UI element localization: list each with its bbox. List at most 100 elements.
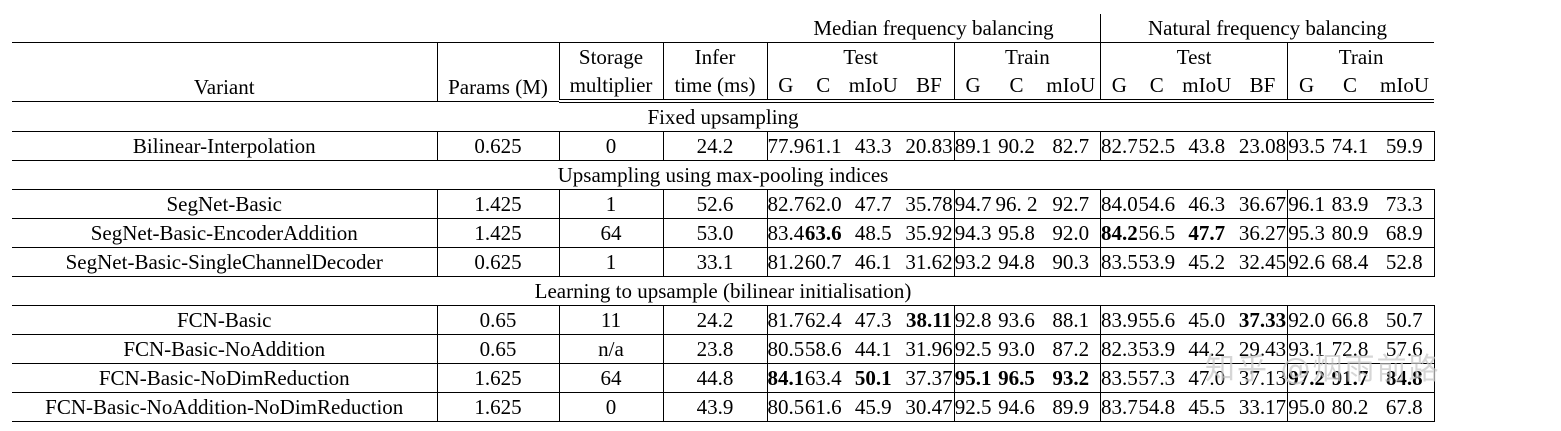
natural-test-value: 37.33 xyxy=(1237,305,1288,335)
best-value: 47.7 xyxy=(1188,220,1226,245)
median-train-value: 96.5 xyxy=(991,363,1042,393)
natural-train-value: 72.8 xyxy=(1325,334,1375,364)
params-cell: 0.625 xyxy=(436,247,559,277)
storage-header-bottom: multiplier xyxy=(558,71,663,103)
natural-train-value: 80.9 xyxy=(1325,218,1375,248)
table-row: SegNet-Basic-EncoderAddition 1.425 64 53.0 8… xyxy=(12,218,1435,248)
median-test-value: 80.5 xyxy=(766,392,805,422)
storage-cell: 0 xyxy=(558,392,663,422)
params-cell: 1.425 xyxy=(436,189,559,219)
median-test-value: 31.96 xyxy=(904,334,955,364)
median-test-value: 35.92 xyxy=(904,218,955,248)
natural-train-value: 92.0 xyxy=(1287,305,1325,335)
infer-cell: 52.6 xyxy=(662,189,767,219)
median-test-value: 50.1 xyxy=(842,363,905,393)
natural-test-value: 29.43 xyxy=(1237,334,1288,364)
median-test-value: 77.9 xyxy=(766,131,805,161)
table-row: FCN-Basic-NoAddition 0.65 n/a 23.8 80.5 58.6 4… xyxy=(12,334,1435,364)
natural-train-value: 74.1 xyxy=(1325,131,1375,161)
median-group-label: Median frequency balancing xyxy=(767,14,1101,43)
natural-test-value: 56.5 xyxy=(1137,218,1176,248)
natural-test-value: 83.5 xyxy=(1099,363,1138,393)
natural-test-value: 52.5 xyxy=(1137,131,1176,161)
params-cell: 1.425 xyxy=(436,218,559,248)
median-train-value: 82.7 xyxy=(1041,131,1101,161)
natural-train-value: 93.1 xyxy=(1287,334,1325,364)
natural-test-header: Test xyxy=(1100,42,1288,71)
median-train-value: 96. 2 xyxy=(991,189,1042,219)
results-table: Median frequency balancing Natural frequ… xyxy=(12,14,1435,422)
natural-train-value: 68.4 xyxy=(1325,247,1375,277)
median-test-value: 83.4 xyxy=(766,218,805,248)
natural-test-col-header: G xyxy=(1100,71,1138,103)
infer-cell: 24.2 xyxy=(662,131,767,161)
best-value: 95.1 xyxy=(954,365,992,390)
median-test-value: 20.83 xyxy=(904,131,955,161)
median-train-value: 88.1 xyxy=(1041,305,1101,335)
infer-cell: 43.9 xyxy=(662,392,767,422)
natural-test-value: 82.3 xyxy=(1099,334,1138,364)
natural-train-value: 66.8 xyxy=(1325,305,1375,335)
median-test-value: 46.1 xyxy=(842,247,905,277)
table-row: SegNet-Basic 1.425 1 52.6 82.7 62.0 47.7 35.78 9… xyxy=(12,189,1435,219)
variant-cell: FCN-Basic-NoDimReduction xyxy=(12,363,437,393)
median-train-value: 95.1 xyxy=(953,363,992,393)
storage-cell: 11 xyxy=(558,305,663,335)
natural-train-value: 84.8 xyxy=(1375,363,1435,393)
median-test-value: 30.47 xyxy=(904,392,955,422)
median-test-value: 62.0 xyxy=(804,189,843,219)
params-cell: 1.625 xyxy=(436,363,559,393)
natural-test-value: 83.5 xyxy=(1099,247,1138,277)
storage-header-top: Storage xyxy=(558,42,663,71)
variant-cell: SegNet-Basic xyxy=(12,189,437,219)
median-test-value: 61.1 xyxy=(804,131,843,161)
natural-train-value: 95.3 xyxy=(1287,218,1325,248)
median-test-value: 35.78 xyxy=(904,189,955,219)
params-cell: 0.65 xyxy=(436,334,559,364)
natural-train-header: Train xyxy=(1287,42,1434,71)
median-train-col-header: mIoU xyxy=(1041,71,1101,103)
section-title: Upsampling using max-pooling indices xyxy=(12,160,1434,190)
median-test-col-header: BF xyxy=(904,71,955,103)
median-test-value: 61.6 xyxy=(804,392,843,422)
median-train-header: Train xyxy=(953,42,1102,71)
storage-cell: 64 xyxy=(558,363,663,393)
median-test-value: 43.3 xyxy=(842,131,905,161)
best-value: 96.5 xyxy=(998,365,1035,390)
section-title: Learning to upsample (bilinear initialis… xyxy=(12,276,1434,306)
median-test-col-header: mIoU xyxy=(842,71,905,103)
natural-train-value: 92.6 xyxy=(1287,247,1325,277)
median-test-value: 38.11 xyxy=(904,305,955,335)
natural-train-value: 83.9 xyxy=(1325,189,1375,219)
median-train-value: 93.2 xyxy=(1041,363,1101,393)
median-train-value: 94.6 xyxy=(991,392,1042,422)
natural-train-value: 80.2 xyxy=(1325,392,1375,422)
median-test-value: 60.7 xyxy=(804,247,843,277)
variant-cell: FCN-Basic-NoAddition xyxy=(12,334,437,364)
natural-group-label: Natural frequency balancing xyxy=(1147,15,1388,40)
infer-cell: 24.2 xyxy=(662,305,767,335)
natural-test-value: 83.7 xyxy=(1099,392,1138,422)
best-value: 38.11 xyxy=(905,307,953,332)
variant-cell: FCN-Basic-NoAddition-NoDimReduction xyxy=(12,392,437,422)
natural-test-value: 44.2 xyxy=(1175,334,1238,364)
infer-header-bottom: time (ms) xyxy=(662,71,767,103)
natural-test-value: 23.08 xyxy=(1237,131,1288,161)
natural-test-value: 55.6 xyxy=(1137,305,1176,335)
median-train-value: 93.2 xyxy=(953,247,992,277)
natural-test-value: 47.0 xyxy=(1175,363,1238,393)
median-train-value: 87.2 xyxy=(1041,334,1101,364)
natural-test-value: 53.9 xyxy=(1137,334,1176,364)
natural-test-value: 36.27 xyxy=(1237,218,1288,248)
natural-train-value: 73.3 xyxy=(1375,189,1435,219)
natural-test-value: 37.13 xyxy=(1237,363,1288,393)
best-value: 97.2 xyxy=(1288,365,1325,390)
variant-cell: Bilinear-Interpolation xyxy=(12,131,437,161)
table-row: FCN-Basic-NoDimReduction 1.625 64 44.8 84.1 6… xyxy=(12,363,1435,393)
median-test-value: 81.2 xyxy=(766,247,805,277)
natural-train-value: 52.8 xyxy=(1375,247,1435,277)
median-train-value: 90.2 xyxy=(991,131,1042,161)
natural-test-value: 84.2 xyxy=(1099,218,1138,248)
storage-cell: 0 xyxy=(558,131,663,161)
